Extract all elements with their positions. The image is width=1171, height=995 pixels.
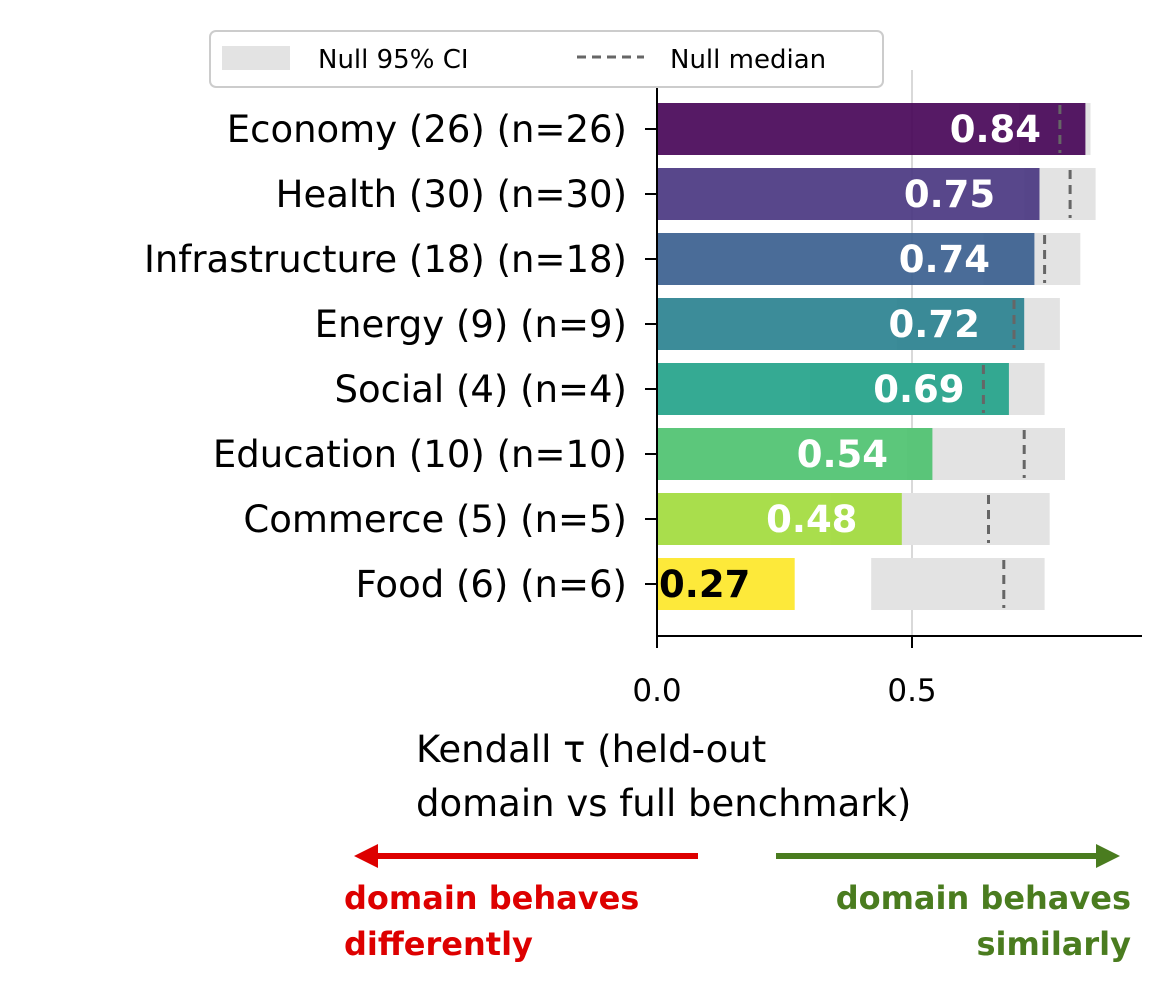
bar-value-label: 0.69 xyxy=(873,368,964,411)
legend: Null 95% CI Null median xyxy=(209,30,884,88)
bar xyxy=(657,558,795,610)
x-axis-label-line2: domain vs full benchmark) xyxy=(416,782,911,825)
y-tick-label: Food (6) (n=6) xyxy=(355,563,627,606)
x-tick-label: 0.0 xyxy=(632,673,681,709)
legend-ci-swatch xyxy=(222,46,290,70)
bar xyxy=(657,298,1025,350)
x-ticks: 0.0 0.5 xyxy=(632,636,937,709)
legend-frame xyxy=(209,30,884,88)
bar-value-label: 0.74 xyxy=(899,238,990,281)
bar-value-label: 0.72 xyxy=(889,303,980,346)
y-ticks: Economy (26) (n=26) Health (30) (n=30) Inf… xyxy=(144,108,657,606)
y-tick-label: Commerce (5) (n=5) xyxy=(243,498,627,541)
bar-value-label: 0.48 xyxy=(766,498,857,541)
y-tick-label: Energy (9) (n=9) xyxy=(315,303,627,346)
y-tick-label: Economy (26) (n=26) xyxy=(227,108,627,151)
x-tick-label: 0.5 xyxy=(887,673,936,709)
bar xyxy=(657,363,1009,415)
bar xyxy=(657,493,902,545)
bar-value-label: 0.54 xyxy=(797,433,888,476)
annotation-right-line1: domain behaves xyxy=(836,879,1131,917)
null-ci-band xyxy=(906,428,1065,480)
bar-value-label: 0.27 xyxy=(659,563,750,606)
null-ci-band xyxy=(871,558,1045,610)
annotation-left-line1: domain behaves xyxy=(344,879,639,917)
bar xyxy=(657,103,1086,155)
bar xyxy=(657,428,933,480)
bars-layer: 0.84 0.75 0.74 0.72 0.69 0.54 0.48 0.27 xyxy=(657,103,1096,610)
bar-value-label: 0.84 xyxy=(950,108,1041,151)
x-axis-label-line1: Kendall τ (held-out xyxy=(416,728,766,771)
y-tick-label: Education (10) (n=10) xyxy=(213,433,627,476)
y-tick-label: Infrastructure (18) (n=18) xyxy=(144,238,627,281)
bar xyxy=(657,168,1040,220)
bar xyxy=(657,233,1035,285)
y-tick-label: Social (4) (n=4) xyxy=(335,368,628,411)
y-tick-label: Health (30) (n=30) xyxy=(276,173,627,216)
annotation-left-line2: differently xyxy=(344,925,533,963)
bar-value-label: 0.75 xyxy=(904,173,995,216)
annotation-arrows: domain behaves differently domain behave… xyxy=(344,844,1132,963)
legend-ci-label: Null 95% CI xyxy=(318,45,469,75)
annotation-right-line2: similarly xyxy=(977,925,1132,963)
legend-median-label: Null median xyxy=(670,45,826,75)
